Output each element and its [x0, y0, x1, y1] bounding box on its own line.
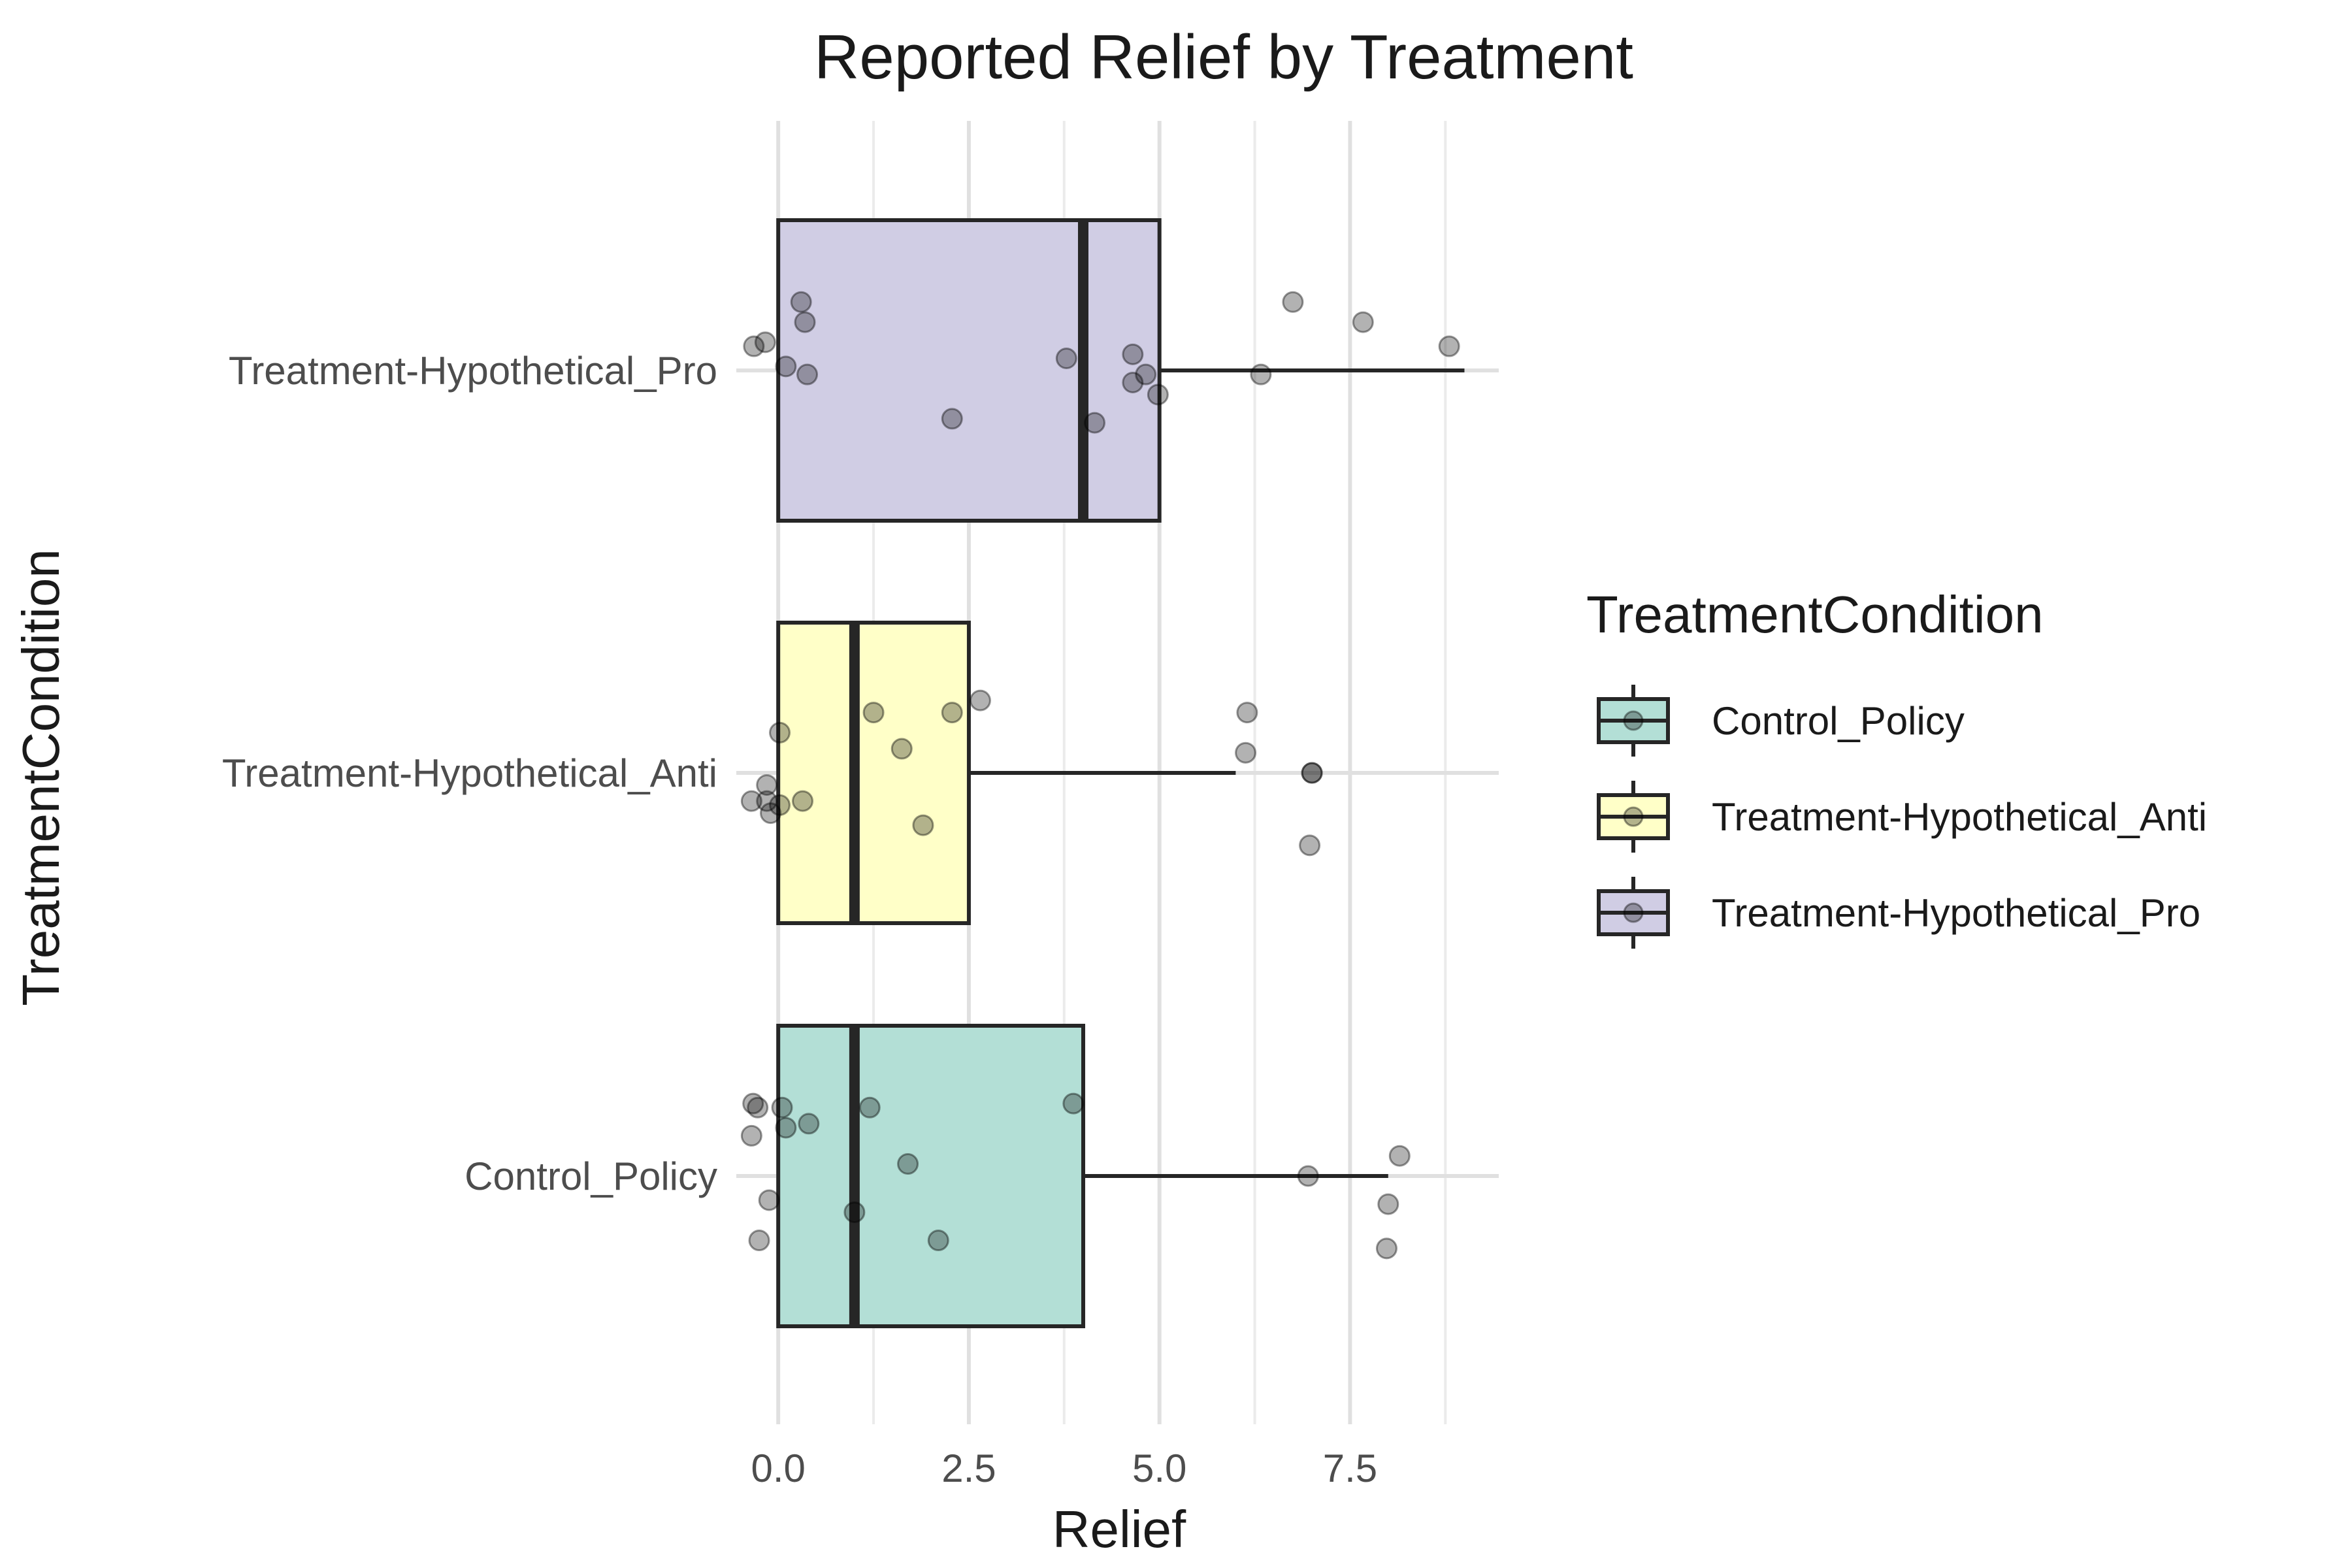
data-point: [941, 408, 963, 430]
data-point: [969, 689, 991, 711]
data-point: [794, 311, 816, 333]
data-point: [890, 738, 913, 760]
data-point: [862, 702, 885, 724]
data-point: [760, 802, 782, 825]
legend: TreatmentCondition Control_Policy Treatme…: [1586, 585, 2207, 949]
data-point: [927, 1230, 949, 1252]
data-point: [1301, 762, 1323, 784]
data-point: [798, 1113, 820, 1135]
data-point: [1236, 702, 1258, 724]
box-Control_Policy: [776, 1024, 1085, 1328]
legend-title: TreatmentCondition: [1586, 585, 2044, 644]
jitter-points: [740, 291, 1460, 1260]
data-point: [1250, 363, 1272, 385]
data-point: [897, 1153, 919, 1175]
legend-item-Treatment-Hypothetical_Pro: Treatment-Hypothetical_Pro: [1597, 877, 2200, 949]
chart-title: Reported Relief by Treatment: [814, 22, 1633, 92]
data-point: [1122, 371, 1144, 393]
data-point: [747, 1096, 769, 1119]
data-point: [740, 790, 762, 812]
box-Treatment-Hypothetical_Pro: [776, 218, 1162, 523]
legend-item-Treatment-Hypothetical_Anti: Treatment-Hypothetical_Anti: [1597, 781, 2207, 853]
data-point: [1438, 335, 1460, 357]
box-Treatment-Hypothetical_Anti: [776, 621, 971, 925]
data-point: [1388, 1145, 1411, 1167]
legend-item-Control_Policy: Control_Policy: [1597, 685, 1965, 757]
data-point: [1282, 291, 1304, 313]
data-point: [756, 774, 778, 796]
data-point: [743, 335, 765, 357]
data-point: [1375, 1237, 1397, 1260]
data-point: [941, 702, 963, 724]
data-point: [1297, 1165, 1319, 1187]
data-point: [792, 790, 814, 812]
x-tick-label: 7.5: [1323, 1446, 1377, 1490]
data-point: [1083, 412, 1105, 434]
box-plots: [776, 218, 1465, 1328]
legend-label: Treatment-Hypothetical_Anti: [1712, 795, 2207, 839]
data-point: [1135, 363, 1157, 385]
x-tick-label: 5.0: [1132, 1446, 1186, 1490]
data-point: [771, 1096, 793, 1119]
data-point: [1122, 343, 1144, 365]
legend-key-point: [1623, 710, 1644, 731]
data-point: [1377, 1193, 1399, 1215]
data-point: [1055, 348, 1077, 370]
data-point: [1062, 1092, 1085, 1115]
legend-key-point: [1623, 806, 1644, 827]
data-point: [843, 1201, 866, 1223]
data-point: [1301, 762, 1323, 784]
data-point: [1235, 742, 1257, 764]
x-tick-label: 2.5: [941, 1446, 996, 1490]
data-point: [858, 1096, 881, 1119]
y-tick-label: Treatment-Hypothetical_Anti: [222, 751, 717, 795]
axis-ticks: 0.0 2.5 5.0 7.5 Control_Policy Treatment-Hypo…: [222, 349, 1377, 1490]
data-point: [756, 790, 778, 812]
data-point: [769, 721, 791, 743]
y-tick-label: Control_Policy: [465, 1154, 717, 1198]
y-tick-label: Treatment-Hypothetical_Pro: [229, 349, 717, 393]
y-axis-title: TreatmentCondition: [12, 549, 70, 1006]
x-tick-label: 0.0: [751, 1446, 805, 1490]
data-point: [740, 1124, 762, 1147]
x-axis-title: Relief: [1053, 1500, 1186, 1558]
data-point: [796, 363, 819, 385]
data-point: [758, 1189, 780, 1211]
data-point: [748, 1230, 770, 1252]
data-point: [754, 331, 776, 353]
legend-label: Control_Policy: [1712, 699, 1965, 743]
data-point: [775, 1117, 797, 1139]
data-point: [769, 794, 791, 816]
data-point: [1299, 834, 1321, 857]
data-point: [790, 291, 812, 313]
data-point: [1352, 311, 1374, 333]
data-point: [742, 1092, 764, 1115]
data-point: [912, 814, 934, 836]
legend-label: Treatment-Hypothetical_Pro: [1712, 891, 2200, 935]
legend-key-point: [1623, 902, 1644, 923]
data-point: [775, 355, 797, 378]
data-point: [1147, 384, 1169, 406]
